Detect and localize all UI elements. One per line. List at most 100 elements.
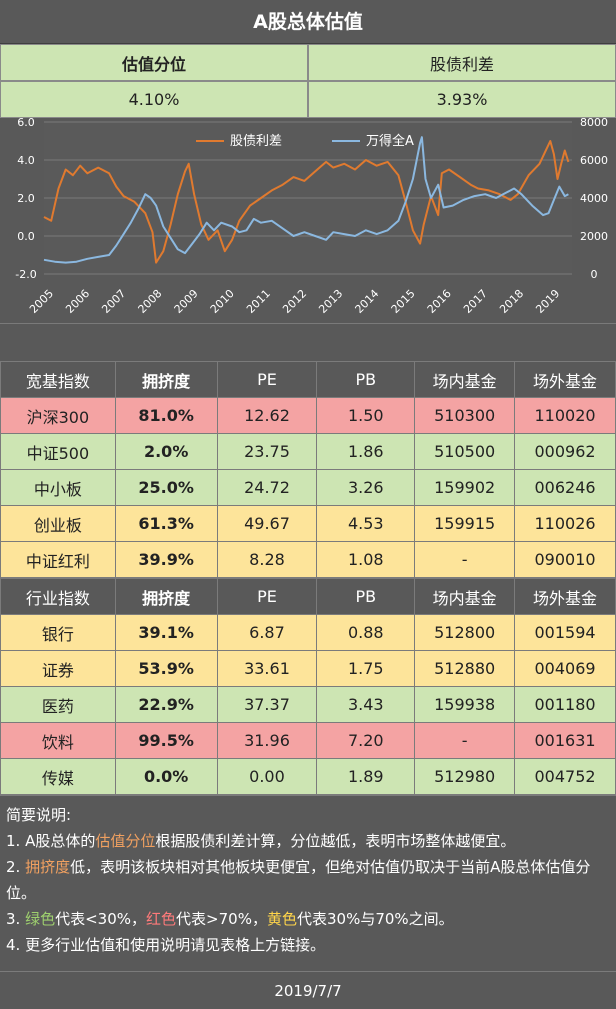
otc-fund: 001631 (514, 722, 616, 759)
right-tick-label: 2000 (580, 230, 608, 243)
note-3-text-c: 代表>70%， (176, 910, 267, 928)
index-name: 中证500 (0, 433, 116, 470)
right-tick-label: 6000 (580, 154, 608, 167)
note-3-yellow: 黄色 (266, 910, 297, 928)
legend-label: 股债利差 (230, 134, 282, 149)
note-3-text-d: 代表30%与70%之间。 (296, 910, 454, 928)
right-tick-label: 8000 (580, 118, 608, 129)
industry-header-row: 行业指数 拥挤度 PE PB 场内基金 场外基金 (0, 578, 616, 615)
page-title: A股总体估值 (0, 0, 616, 44)
pe-value: 49.67 (216, 505, 318, 542)
exchange-fund: 159938 (414, 686, 516, 723)
notes-section: 简要说明: 1. A股总体的估值分位根据股债利差计算，分位越低，表明市场整体越便… (0, 795, 616, 971)
industry-col-header: PE (216, 578, 318, 615)
note-1-text-b: 根据股债利差计算，分位越低，表明市场整体越便宜。 (155, 832, 516, 850)
index-name: 沪深300 (0, 397, 116, 434)
x-tick-label: 2009 (172, 287, 201, 316)
table-row: 沪深300 81.0% 12.62 1.50 510300 110020 (0, 397, 616, 434)
note-1: 1. A股总体的估值分位根据股债利差计算，分位越低，表明市场整体越便宜。 (6, 828, 610, 854)
index-name: 中证红利 (0, 541, 116, 578)
table-row: 中小板 25.0% 24.72 3.26 159902 006246 (0, 469, 616, 506)
industry-col-header: 场内基金 (414, 578, 516, 615)
otc-fund: 004069 (514, 650, 616, 687)
broad-col-header: 拥挤度 (114, 361, 218, 398)
note-1-highlight: 估值分位 (95, 832, 156, 850)
otc-fund: 090010 (514, 541, 616, 578)
otc-fund: 110026 (514, 505, 616, 542)
table-row: 创业板 61.3% 49.67 4.53 159915 110026 (0, 505, 616, 542)
table-row: 银行 39.1% 6.87 0.88 512800 001594 (0, 614, 616, 651)
x-tick-label: 2005 (27, 287, 56, 316)
broad-col-header: 场外基金 (514, 361, 616, 398)
pb-value: 3.43 (316, 686, 416, 723)
broad-col-header: PE (216, 361, 318, 398)
exchange-fund: - (414, 541, 516, 578)
exchange-fund: 512800 (414, 614, 516, 651)
crowding: 22.9% (114, 686, 218, 723)
left-tick-label: -2.0 (15, 268, 36, 281)
right-tick-label: 4000 (580, 192, 608, 205)
note-3-text-b: 代表<30%， (55, 910, 147, 928)
broad-col-header: 场内基金 (414, 361, 516, 398)
industry-col-header: 拥挤度 (114, 578, 218, 615)
x-tick-label: 2008 (136, 287, 165, 316)
otc-fund: 001180 (514, 686, 616, 723)
right-tick-label: 0 (591, 268, 598, 281)
pe-value: 37.37 (216, 686, 318, 723)
left-tick-label: 2.0 (17, 192, 35, 205)
pb-value: 7.20 (316, 722, 416, 759)
exchange-fund: 512980 (414, 758, 516, 795)
crowding: 2.0% (114, 433, 218, 470)
note-4: 4. 更多行业估值和使用说明请见表格上方链接。 (6, 936, 326, 954)
valuation-summary: 估值分位 股债利差 4.10% 3.93% (0, 44, 616, 118)
left-tick-label: 6.0 (17, 118, 35, 129)
table-row: 医药 22.9% 37.37 3.43 159938 001180 (0, 686, 616, 723)
index-name: 创业板 (0, 505, 116, 542)
table-row: 传媒 0.0% 0.00 1.89 512980 004752 (0, 758, 616, 795)
note-2: 2. 拥挤度低，表明该板块相对其他板块更便宜，但绝对估值仍取决于当前A股总体估值… (6, 854, 610, 906)
note-3-green: 绿色 (25, 910, 56, 928)
crowding: 81.0% (114, 397, 218, 434)
x-tick-label: 2015 (389, 287, 418, 316)
index-name: 证券 (0, 650, 116, 687)
exchange-fund: - (414, 722, 516, 759)
pe-value: 33.61 (216, 650, 318, 687)
x-tick-label: 2012 (280, 287, 309, 316)
industry-col-header: 行业指数 (0, 578, 116, 615)
legend-label: 万得全A (366, 133, 414, 149)
industry-col-header: PB (316, 578, 416, 615)
industry-index-table: 行业指数 拥挤度 PE PB 场内基金 场外基金 银行 39.1% 6.87 0.88 512800… (0, 578, 616, 795)
industry-col-header: 场外基金 (514, 578, 616, 615)
otc-fund: 110020 (514, 397, 616, 434)
x-tick-label: 2018 (497, 287, 526, 316)
index-name: 传媒 (0, 758, 116, 795)
pb-value: 1.08 (316, 541, 416, 578)
pb-value: 1.75 (316, 650, 416, 687)
index-name: 银行 (0, 614, 116, 651)
table-row: 中证500 2.0% 23.75 1.86 510500 000962 (0, 433, 616, 470)
crowding: 39.1% (114, 614, 218, 651)
stock-bond-spread-header: 股债利差 (308, 44, 616, 81)
table-row: 证券 53.9% 33.61 1.75 512880 004069 (0, 650, 616, 687)
broad-col-header: PB (316, 361, 416, 398)
spacer (0, 323, 616, 365)
x-tick-label: 2010 (208, 287, 237, 316)
note-3-text-a: 3. (6, 910, 26, 928)
x-tick-label: 2016 (425, 287, 454, 316)
exchange-fund: 512880 (414, 650, 516, 687)
note-2-text-b: 低，表明该板块相对其他板块更便宜，但绝对估值仍取决于当前A股总体估值分位。 (6, 858, 591, 902)
note-2-highlight: 拥挤度 (25, 858, 71, 876)
table-row: 饮料 99.5% 31.96 7.20-001631 (0, 722, 616, 759)
exchange-fund: 159902 (414, 469, 516, 506)
broad-col-header: 宽基指数 (0, 361, 116, 398)
table-row: 中证红利 39.9% 8.28 1.08-090010 (0, 541, 616, 578)
x-tick-label: 2006 (63, 287, 92, 316)
crowding: 99.5% (114, 722, 218, 759)
pb-value: 3.26 (316, 469, 416, 506)
index-name: 饮料 (0, 722, 116, 759)
footer-date: 2019/7/7 (0, 971, 616, 1009)
index-name: 医药 (0, 686, 116, 723)
crowding: 25.0% (114, 469, 218, 506)
valuation-percentile-header: 估值分位 (0, 44, 308, 81)
exchange-fund: 159915 (414, 505, 516, 542)
